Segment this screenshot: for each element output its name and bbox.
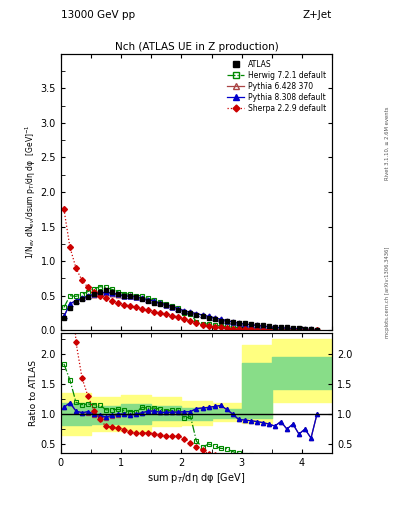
Text: 13000 GeV pp: 13000 GeV pp: [61, 10, 135, 20]
Text: Z+Jet: Z+Jet: [303, 10, 332, 20]
Legend: ATLAS, Herwig 7.2.1 default, Pythia 6.428 370, Pythia 8.308 default, Sherpa 2.2.: ATLAS, Herwig 7.2.1 default, Pythia 6.42…: [225, 57, 328, 115]
Text: Rivet 3.1.10, ≥ 2.6M events: Rivet 3.1.10, ≥ 2.6M events: [385, 106, 389, 180]
X-axis label: sum p$_T$/dη dφ [GeV]: sum p$_T$/dη dφ [GeV]: [147, 471, 246, 485]
Text: mcplots.cern.ch [arXiv:1306.3436]: mcplots.cern.ch [arXiv:1306.3436]: [385, 246, 389, 337]
Y-axis label: 1/N$_{ev}$ dN$_{ev}$/dsum p$_T$/dη dφ  [GeV]$^{-1}$: 1/N$_{ev}$ dN$_{ev}$/dsum p$_T$/dη dφ [G…: [23, 124, 38, 260]
Title: Nch (ATLAS UE in Z production): Nch (ATLAS UE in Z production): [115, 41, 278, 52]
Y-axis label: Ratio to ATLAS: Ratio to ATLAS: [29, 360, 38, 426]
